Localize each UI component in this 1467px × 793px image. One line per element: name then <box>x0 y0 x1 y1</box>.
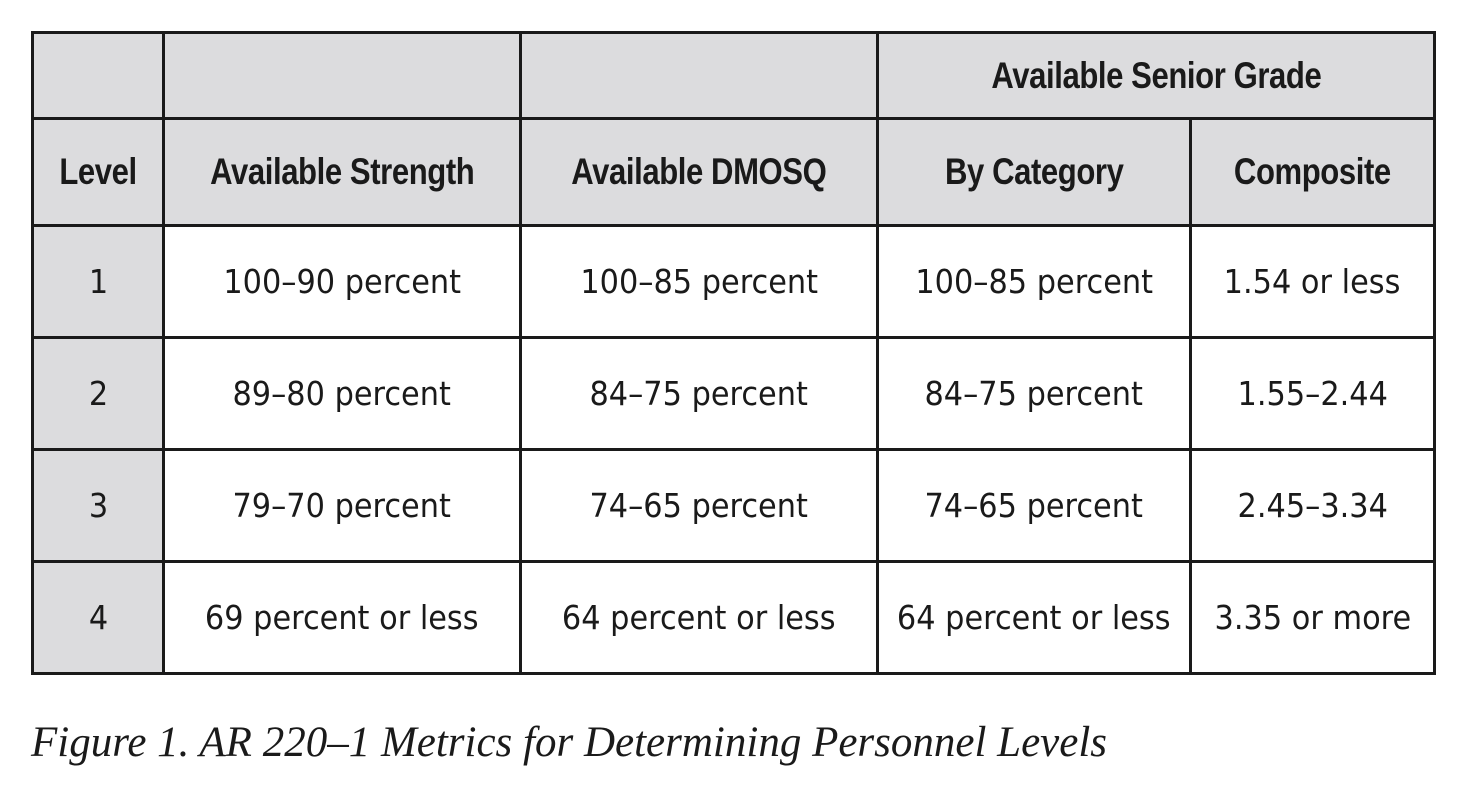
strength-cell: 79–70 percent <box>162 448 522 563</box>
table-row: 4 69 percent or less 64 percent or less … <box>31 560 1437 675</box>
table-group-header-row: Available Senior Grade <box>31 31 1437 120</box>
empty-header-cell <box>31 31 165 120</box>
column-header-available-dmosq: Available DMOSQ <box>519 117 879 227</box>
by-category-cell: 74–65 percent <box>876 448 1192 563</box>
level-cell: 4 <box>31 560 165 675</box>
group-header-senior-grade: Available Senior Grade <box>875 31 1437 120</box>
level-cell: 1 <box>31 224 165 339</box>
metrics-table-container: Available Senior Grade Level Available S… <box>31 31 1437 675</box>
dmosq-cell: 64 percent or less <box>519 560 879 675</box>
metrics-table: Available Senior Grade Level Available S… <box>31 31 1437 675</box>
figure-caption: Figure 1. AR 220–1 Metrics for Determini… <box>31 719 1108 766</box>
strength-cell: 89–80 percent <box>162 336 522 451</box>
table-row: 2 89–80 percent 84–75 percent 84–75 perc… <box>31 336 1437 451</box>
dmosq-cell: 84–75 percent <box>519 336 879 451</box>
composite-cell: 2.45–3.34 <box>1188 448 1437 563</box>
column-header-level: Level <box>31 117 165 227</box>
column-header-by-category: By Category <box>876 117 1192 227</box>
empty-header-cell <box>162 31 522 120</box>
level-cell: 2 <box>31 336 165 451</box>
empty-header-cell <box>519 31 879 120</box>
by-category-cell: 100–85 percent <box>876 224 1192 339</box>
strength-cell: 100–90 percent <box>162 224 522 339</box>
dmosq-cell: 74–65 percent <box>519 448 879 563</box>
column-header-available-strength: Available Strength <box>162 117 522 227</box>
table-row: 3 79–70 percent 74–65 percent 74–65 perc… <box>31 448 1437 563</box>
column-header-composite: Composite <box>1188 117 1437 227</box>
composite-cell: 3.35 or more <box>1188 560 1437 675</box>
strength-cell: 69 percent or less <box>162 560 522 675</box>
level-cell: 3 <box>31 448 165 563</box>
table-row: 1 100–90 percent 100–85 percent 100–85 p… <box>31 224 1437 339</box>
table-column-header-row: Level Available Strength Available DMOSQ… <box>31 117 1437 227</box>
dmosq-cell: 100–85 percent <box>519 224 879 339</box>
by-category-cell: 64 percent or less <box>876 560 1192 675</box>
composite-cell: 1.54 or less <box>1188 224 1437 339</box>
composite-cell: 1.55–2.44 <box>1188 336 1437 451</box>
by-category-cell: 84–75 percent <box>876 336 1192 451</box>
